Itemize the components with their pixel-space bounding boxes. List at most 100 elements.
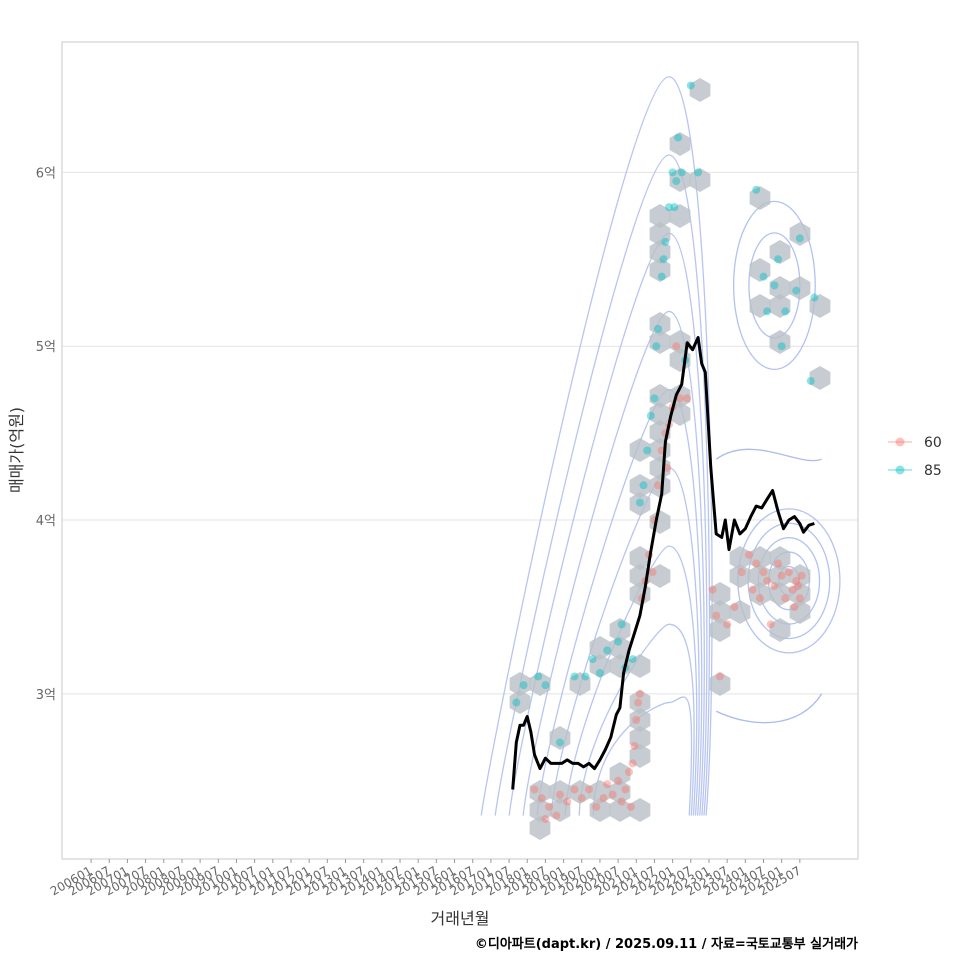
point-60 (599, 794, 608, 803)
point-60 (621, 785, 630, 794)
point-85 (759, 272, 768, 281)
hex-bin (729, 600, 751, 624)
point-85 (595, 669, 604, 678)
hex-bin (589, 654, 611, 678)
hex-bin (609, 618, 631, 642)
point-60 (545, 802, 554, 811)
contour-line (564, 545, 698, 816)
hex-bin (509, 690, 531, 714)
y-tick-label: 3억 (36, 688, 56, 703)
point-60 (635, 689, 644, 698)
point-85 (603, 646, 612, 655)
hex-bin (669, 204, 691, 228)
point-85 (672, 177, 681, 186)
legend-key-point (895, 437, 905, 447)
point-85 (674, 133, 683, 142)
point-60 (570, 785, 579, 794)
point-60 (755, 594, 764, 603)
point-60 (672, 342, 681, 351)
hex-bin (549, 780, 571, 804)
point-60 (617, 797, 626, 806)
hex-bin (609, 798, 631, 822)
hex-bin (769, 294, 791, 318)
point-60 (774, 559, 783, 568)
point-60 (766, 620, 775, 629)
point-85 (770, 281, 779, 290)
point-60 (708, 585, 717, 594)
contour-line (480, 76, 713, 816)
point-60 (683, 394, 692, 403)
hex-bin (549, 798, 571, 822)
point-60 (628, 759, 637, 768)
hex-bin (709, 582, 731, 606)
point-85 (617, 620, 626, 629)
contour-line (494, 154, 711, 816)
hex-bin (749, 186, 771, 210)
hex-bin (809, 366, 831, 390)
hex-bin (549, 726, 571, 750)
point-85 (628, 655, 637, 664)
point-60 (563, 797, 572, 806)
plot-panel (61, 41, 859, 860)
hex-bin (669, 132, 691, 156)
point-85 (581, 672, 590, 681)
hex-bin (649, 474, 671, 498)
point-60 (759, 568, 768, 577)
legend-label: 60 (924, 435, 942, 451)
point-60 (794, 582, 803, 591)
x-tick-labels: 2006012006072007012007072008012008072009… (48, 859, 803, 899)
point-60 (603, 780, 612, 789)
point-60 (770, 582, 779, 591)
contour-line (732, 200, 816, 371)
point-85 (781, 307, 790, 316)
hex-bin (769, 618, 791, 642)
y-tick-label: 4억 (36, 514, 56, 529)
hex-bin (649, 258, 671, 282)
point-60 (797, 571, 806, 580)
hex-bin (749, 294, 771, 318)
point-85 (639, 481, 648, 490)
point-60 (614, 776, 623, 785)
point-85 (652, 342, 661, 351)
point-60 (792, 576, 801, 585)
point-60 (763, 576, 772, 585)
hex-bin (729, 564, 751, 588)
hex-bin (789, 222, 811, 246)
hex-bin (629, 798, 651, 822)
hex-bin (769, 240, 791, 264)
hex-bin (589, 798, 611, 822)
point-85 (774, 255, 783, 264)
data-points (512, 81, 819, 824)
point-60 (530, 785, 539, 794)
hex-bin (529, 816, 551, 840)
hex-bin (769, 330, 791, 354)
point-60 (648, 568, 657, 577)
point-60 (723, 620, 732, 629)
hex-bin (629, 744, 651, 768)
point-60 (790, 602, 799, 611)
hex-bin (629, 654, 651, 678)
hex-bin (529, 672, 551, 696)
hex-bin (629, 708, 651, 732)
hex-bin (629, 474, 651, 498)
point-85 (686, 81, 695, 90)
hex-bin (529, 780, 551, 804)
point-85 (635, 498, 644, 507)
y-tick-label: 6억 (36, 166, 56, 181)
point-60 (630, 742, 639, 751)
hex-bin (769, 564, 791, 588)
point-85 (668, 168, 677, 177)
y-tick-label: 5억 (36, 340, 56, 355)
hex-bin (749, 564, 771, 588)
point-85 (661, 237, 670, 246)
point-60 (712, 611, 721, 620)
point-60 (752, 559, 761, 568)
hex-bin (749, 546, 771, 570)
legend-key-point (895, 465, 905, 475)
point-85 (646, 411, 655, 420)
point-85 (519, 681, 528, 690)
point-60 (737, 568, 746, 577)
hex-bin (789, 276, 811, 300)
hex-bin (809, 294, 831, 318)
